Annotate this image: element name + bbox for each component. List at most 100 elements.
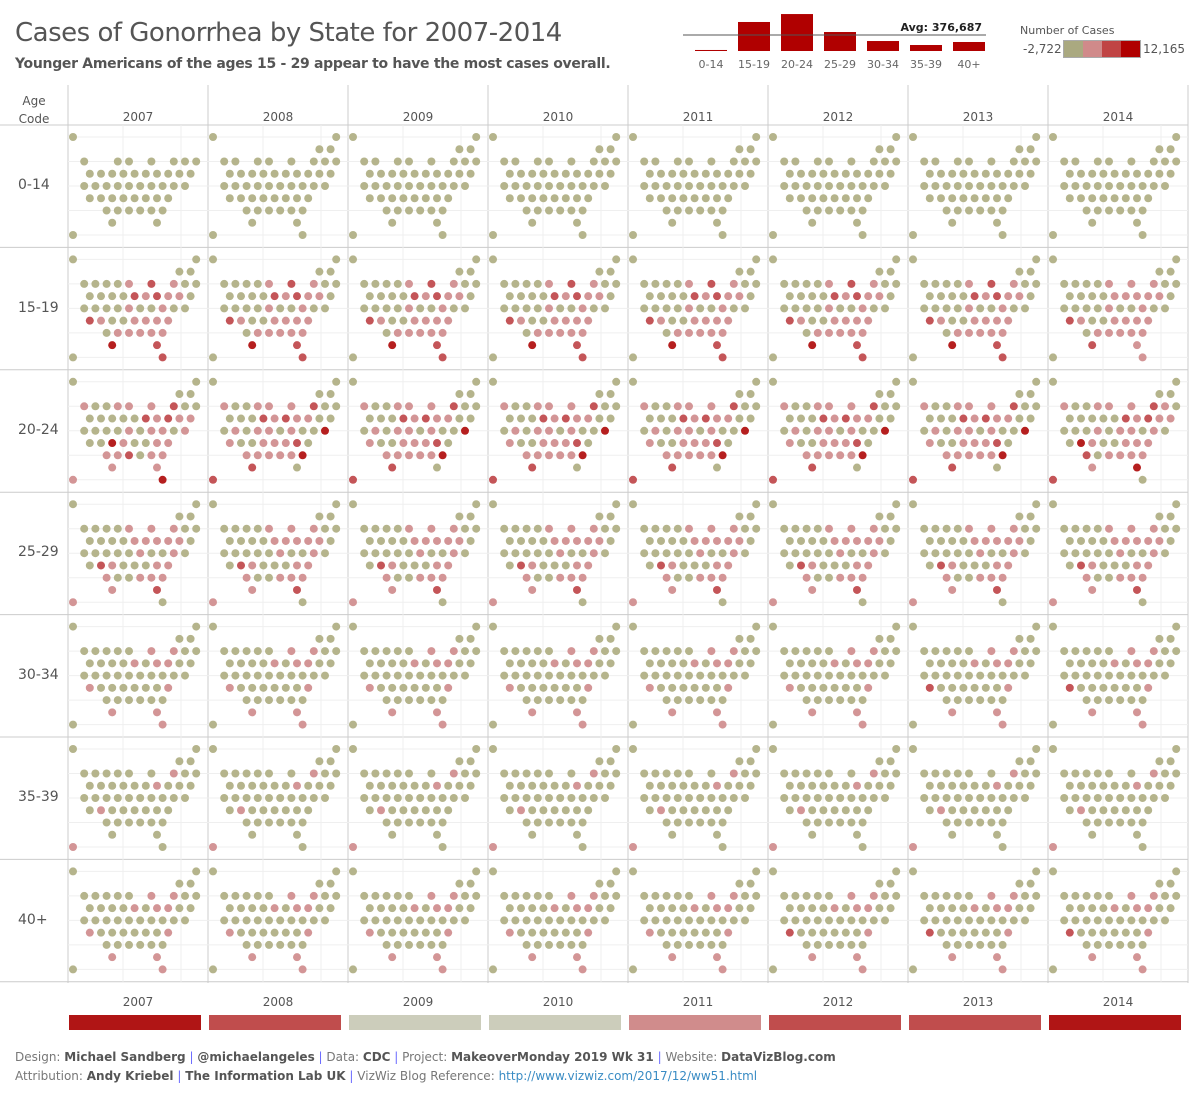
state-dot[interactable] (309, 671, 318, 680)
state-dot[interactable] (181, 647, 189, 656)
state-dot[interactable] (169, 916, 178, 925)
state-dot[interactable] (517, 928, 525, 937)
state-dot[interactable] (886, 757, 895, 766)
state-dot[interactable] (813, 279, 822, 288)
state-dot[interactable] (371, 279, 380, 288)
state-dot[interactable] (813, 573, 822, 582)
state-dot[interactable] (1110, 928, 1119, 937)
state-dot[interactable] (987, 891, 996, 900)
state-dot[interactable] (169, 647, 178, 656)
state-dot[interactable] (724, 683, 733, 692)
state-dot[interactable] (612, 891, 621, 900)
state-dot[interactable] (158, 426, 167, 435)
state-dot[interactable] (545, 304, 553, 313)
state-dot[interactable] (186, 536, 195, 545)
state-dot[interactable] (321, 549, 329, 558)
state-dot[interactable] (80, 916, 89, 925)
state-dot[interactable] (573, 414, 581, 423)
state-dot[interactable] (1088, 953, 1097, 962)
state-dot[interactable] (1049, 231, 1057, 239)
state-dot[interactable] (231, 304, 240, 313)
state-dot[interactable] (220, 304, 229, 313)
state-dot[interactable] (1093, 524, 1102, 533)
state-dot[interactable] (993, 218, 1001, 227)
state-dot[interactable] (1015, 390, 1024, 399)
state-dot[interactable] (293, 316, 301, 325)
state-dot[interactable] (685, 524, 693, 533)
state-dot[interactable] (578, 916, 587, 925)
state-dot[interactable] (377, 659, 385, 668)
state-dot[interactable] (237, 561, 245, 570)
state-dot[interactable] (69, 231, 77, 239)
state-dot[interactable] (242, 304, 251, 313)
state-dot[interactable] (802, 891, 811, 900)
state-dot[interactable] (561, 561, 570, 570)
state-dot[interactable] (948, 169, 957, 178)
state-dot[interactable] (567, 818, 576, 827)
state-dot[interactable] (561, 292, 570, 301)
state-dot[interactable] (231, 426, 240, 435)
state-dot[interactable] (466, 145, 475, 154)
state-dot[interactable] (595, 414, 604, 423)
state-dot[interactable] (113, 940, 122, 949)
state-dot[interactable] (287, 426, 296, 435)
state-dot[interactable] (785, 414, 794, 423)
state-dot[interactable] (505, 806, 514, 815)
state-dot[interactable] (113, 402, 122, 411)
state-dot[interactable] (556, 426, 565, 435)
state-dot[interactable] (1004, 928, 1013, 937)
state-dot[interactable] (1138, 818, 1147, 827)
state-dot[interactable] (998, 206, 1007, 215)
state-dot[interactable] (522, 451, 531, 460)
state-dot[interactable] (119, 904, 128, 913)
state-dot[interactable] (1172, 255, 1181, 264)
state-dot[interactable] (69, 255, 77, 264)
state-dot[interactable] (1172, 867, 1181, 876)
state-dot[interactable] (825, 279, 833, 288)
state-dot[interactable] (517, 414, 525, 423)
state-dot[interactable] (657, 561, 665, 570)
state-dot[interactable] (965, 328, 973, 337)
state-dot[interactable] (853, 585, 861, 594)
state-dot[interactable] (1004, 683, 1013, 692)
state-dot[interactable] (505, 659, 514, 668)
state-dot[interactable] (1032, 255, 1041, 264)
state-dot[interactable] (298, 794, 307, 802)
state-dot[interactable] (125, 182, 133, 190)
state-dot[interactable] (746, 512, 755, 521)
state-dot[interactable] (102, 279, 111, 288)
state-dot[interactable] (360, 769, 369, 778)
state-dot[interactable] (382, 794, 391, 802)
state-dot[interactable] (718, 549, 727, 558)
state-dot[interactable] (472, 377, 481, 386)
state-dot[interactable] (847, 818, 856, 827)
state-dot[interactable] (741, 157, 749, 166)
state-dot[interactable] (813, 304, 822, 313)
state-dot[interactable] (567, 794, 576, 802)
state-dot[interactable] (1049, 965, 1057, 974)
state-dot[interactable] (853, 953, 861, 962)
state-dot[interactable] (533, 818, 542, 827)
state-dot[interactable] (248, 561, 257, 570)
state-dot[interactable] (147, 426, 156, 435)
state-dot[interactable] (147, 818, 156, 827)
state-dot[interactable] (797, 169, 805, 178)
state-dot[interactable] (517, 292, 525, 301)
state-dot[interactable] (270, 316, 279, 325)
state-dot[interactable] (158, 598, 167, 607)
state-dot[interactable] (405, 671, 413, 680)
state-dot[interactable] (864, 194, 873, 203)
state-dot[interactable] (164, 683, 173, 692)
state-dot[interactable] (130, 659, 139, 668)
state-dot[interactable] (892, 891, 901, 900)
state-dot[interactable] (701, 536, 710, 545)
state-dot[interactable] (433, 341, 441, 350)
state-dot[interactable] (1138, 353, 1147, 362)
state-dot[interactable] (589, 647, 598, 656)
state-dot[interactable] (589, 157, 598, 166)
state-dot[interactable] (511, 304, 520, 313)
state-dot[interactable] (718, 818, 727, 827)
state-dot[interactable] (847, 524, 856, 533)
state-dot[interactable] (91, 769, 100, 778)
state-dot[interactable] (1099, 194, 1108, 203)
